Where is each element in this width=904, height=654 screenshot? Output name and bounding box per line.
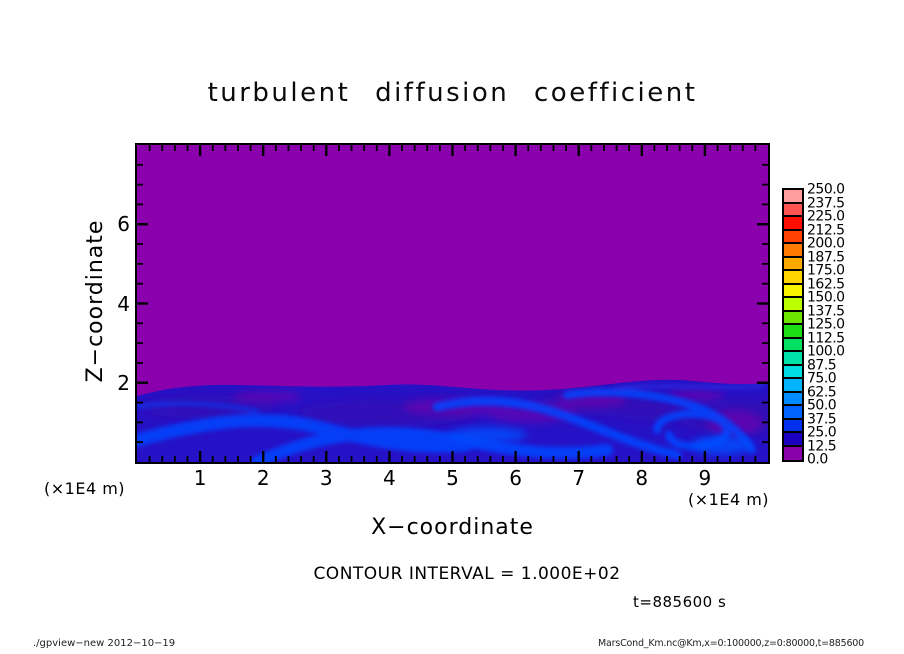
- heatmap-field: [137, 379, 768, 462]
- chart-title: turbulent diffusion coefficient: [207, 78, 698, 108]
- colorbar-cell-7: [784, 284, 802, 298]
- colorbar-cell-3: [784, 230, 802, 244]
- footer-command-text: ./gpview−new 2012−10−19: [33, 638, 176, 649]
- colorbar-cell-6: [784, 271, 802, 285]
- x-tick-label-6: 6: [509, 466, 522, 490]
- colorbar-label-225.0: 225.0: [807, 208, 845, 225]
- colorbar-label-25.0: 25.0: [807, 424, 837, 441]
- colorbar-cell-15: [784, 392, 802, 406]
- contour-interval-note: CONTOUR INTERVAL = 1.000E+02: [313, 564, 621, 584]
- colorbar-label-175.0: 175.0: [807, 262, 845, 279]
- colorbar-cell-4: [784, 244, 802, 258]
- x-tick-label-5: 5: [446, 466, 459, 490]
- colorbar-cell-2: [784, 217, 802, 231]
- colorbar-label-50.0: 50.0: [807, 397, 837, 414]
- colorbar-label-137.5: 137.5: [807, 303, 845, 319]
- colorbar-cell-17: [784, 419, 802, 433]
- time-annotation: t=885600 s: [633, 593, 727, 611]
- colorbar-label-187.5: 187.5: [807, 249, 845, 265]
- colorbar-label-62.5: 62.5: [807, 384, 837, 400]
- x-axis-unit-right: (×1E4 m): [688, 490, 770, 509]
- x-tick-label-1: 1: [193, 466, 207, 490]
- x-tick-label-9: 9: [698, 466, 712, 490]
- x-tick-label-3: 3: [319, 466, 333, 490]
- z-tick-label-6: 6: [117, 212, 130, 237]
- x-tick-label-4: 4: [383, 466, 396, 490]
- colorbar-cell-10: [784, 325, 802, 339]
- colorbar-label-125.0: 125.0: [807, 316, 845, 333]
- bright-spots: [447, 427, 752, 455]
- colorbar-cell-18: [784, 433, 802, 447]
- x-axis-label: X−coordinate: [371, 515, 534, 540]
- colorbar-label-37.5: 37.5: [807, 411, 837, 427]
- colorbar-cell-9: [784, 311, 802, 325]
- colorbar-cell-14: [784, 379, 802, 393]
- colorbar-cell-12: [784, 352, 802, 366]
- z-tick-label-4: 4: [117, 291, 130, 316]
- colorbar-label-250.0: 250.0: [807, 181, 845, 198]
- colorbar-cell-5: [784, 257, 802, 271]
- colorbar-label-150.0: 150.0: [807, 289, 845, 306]
- colorbar-cell-8: [784, 298, 802, 312]
- x-axis-unit-left: (×1E4 m): [44, 479, 126, 498]
- colorbar-cell-13: [784, 365, 802, 379]
- x-tick-label-2: 2: [256, 466, 270, 490]
- plot-area: [135, 143, 770, 464]
- x-tick-label-8: 8: [635, 466, 649, 490]
- colorbar-label-212.5: 212.5: [807, 222, 845, 238]
- colorbar-label-0.0: 0.0: [807, 451, 828, 468]
- colorbar-cell-0: [784, 190, 802, 204]
- colorbar-label-12.5: 12.5: [807, 438, 837, 454]
- footer-source-text: MarsCond_Km.nc@Km,x=0:100000,z=0:80000,t…: [598, 638, 864, 649]
- colorbar: [782, 188, 804, 462]
- colorbar-label-87.5: 87.5: [807, 357, 837, 373]
- colorbar-label-237.5: 237.5: [807, 195, 845, 211]
- axis-ticks: [137, 145, 768, 462]
- colorbar-cell-11: [784, 338, 802, 352]
- colorbar-cell-1: [784, 203, 802, 217]
- colorbar-labels: 250.0 237.5 225.0 212.5 200.0 187.5 175.0 162.5…: [807, 183, 857, 468]
- colorbar-label-75.0: 75.0: [807, 370, 837, 387]
- colorbar-label-112.5: 112.5: [807, 330, 845, 346]
- colorbar-label-100.0: 100.0: [807, 343, 845, 360]
- z-tick-label-2: 2: [117, 370, 130, 395]
- colorbar-cell-16: [784, 406, 802, 420]
- colorbar-cell-19: [784, 446, 802, 460]
- colorbar-label-162.5: 162.5: [807, 276, 845, 292]
- x-tick-label-7: 7: [572, 466, 586, 490]
- colorbar-label-200.0: 200.0: [807, 235, 845, 252]
